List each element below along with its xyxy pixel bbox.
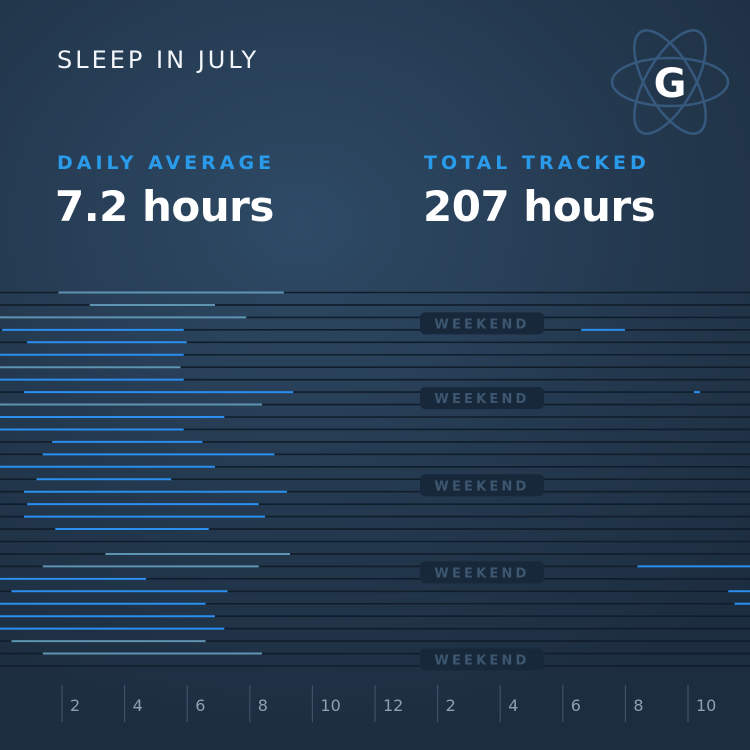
weekend-badge-label: WEEKEND bbox=[434, 654, 529, 669]
x-tick-label: 6 bbox=[195, 696, 205, 715]
weekend-badge bbox=[420, 312, 544, 335]
x-tick-label: 6 bbox=[571, 696, 581, 715]
x-tick-label: 10 bbox=[696, 696, 716, 715]
x-tick-label: 4 bbox=[508, 696, 518, 715]
weekend-badge bbox=[420, 474, 544, 497]
logo-letter: G bbox=[654, 61, 687, 107]
weekend-badge-label: WEEKEND bbox=[434, 392, 529, 407]
logo-atom-icon: G bbox=[610, 29, 730, 135]
x-tick-label: 2 bbox=[446, 696, 456, 715]
page-title: SLEEP IN JULY bbox=[57, 46, 260, 74]
weekend-badge-label: WEEKEND bbox=[434, 317, 529, 332]
sleep-timeline-chart: WEEKEND WEEKEND WEEKEND WEEKEND WEEKEND 2 4 6 8 1… bbox=[0, 291, 750, 722]
weekend-badge bbox=[420, 561, 544, 584]
x-tick-label: 8 bbox=[633, 696, 643, 715]
x-tick-label: 4 bbox=[133, 696, 143, 715]
weekend-badge-label: WEEKEND bbox=[434, 479, 529, 494]
x-tick-label: 12 bbox=[383, 696, 403, 715]
weekend-badge bbox=[420, 387, 544, 410]
x-tick-label: 2 bbox=[70, 696, 80, 715]
weekend-badge bbox=[420, 648, 544, 671]
daily-average-value: 7.2 hours bbox=[55, 182, 274, 231]
x-tick-label: 8 bbox=[258, 696, 268, 715]
total-tracked-value: 207 hours bbox=[423, 182, 656, 231]
x-tick-label: 10 bbox=[320, 696, 340, 715]
total-tracked-label: TOTAL TRACKED bbox=[424, 152, 650, 174]
daily-average-label: DAILY AVERAGE bbox=[57, 152, 276, 174]
weekend-badge-label: WEEKEND bbox=[434, 566, 529, 581]
